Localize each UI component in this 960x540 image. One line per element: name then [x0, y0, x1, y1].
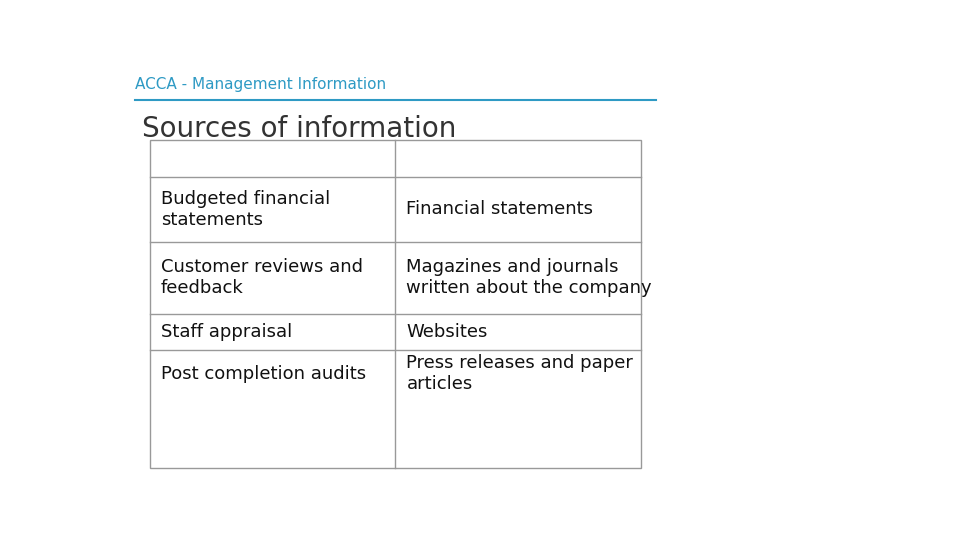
Text: ACCA - Management Information: ACCA - Management Information	[134, 77, 386, 92]
Text: Websites: Websites	[406, 323, 488, 341]
Text: Sources of information: Sources of information	[142, 114, 457, 143]
Text: Customer reviews and
feedback: Customer reviews and feedback	[161, 259, 363, 298]
Text: Budgeted financial
statements: Budgeted financial statements	[161, 190, 330, 229]
Text: Post completion audits: Post completion audits	[161, 364, 366, 382]
Text: Magazines and journals
written about the company: Magazines and journals written about the…	[406, 259, 652, 298]
Text: Staff appraisal: Staff appraisal	[161, 323, 292, 341]
Text: Financial statements: Financial statements	[406, 200, 593, 218]
Text: Press releases and paper
articles: Press releases and paper articles	[406, 354, 634, 393]
